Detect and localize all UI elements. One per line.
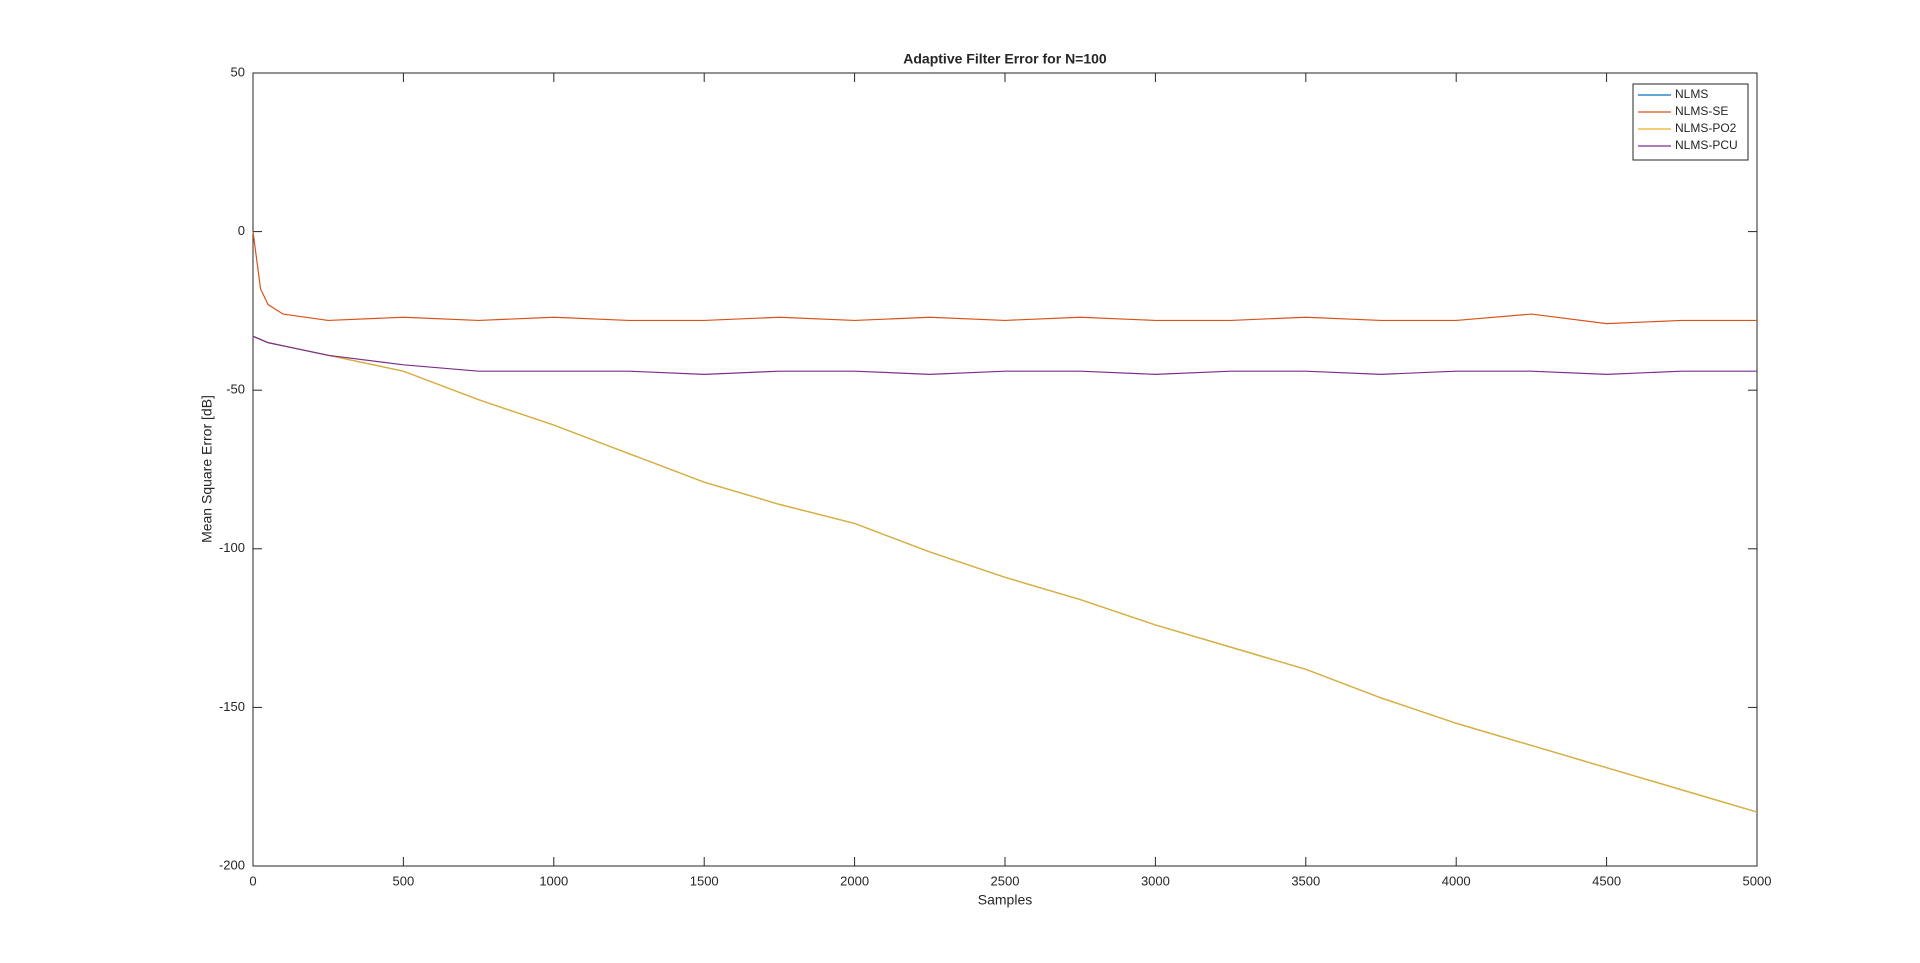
y-tick-label: 50 (231, 64, 245, 79)
series-line (252, 231, 1757, 325)
plot-area (252, 72, 1758, 867)
y-tick-label: -50 (226, 382, 245, 397)
series-line (252, 335, 1757, 375)
legend-label: NLMS-PO2 (1675, 121, 1737, 135)
x-tick-label: 4000 (1442, 873, 1471, 888)
x-tick-label: 1000 (539, 873, 568, 888)
x-axis-label: Samples (978, 892, 1032, 908)
x-tick-label: 500 (393, 873, 415, 888)
x-tick-label: 3000 (1141, 873, 1170, 888)
y-axis-label: Mean Square Error [dB] (199, 395, 215, 543)
x-tick-label: 5000 (1743, 873, 1772, 888)
y-tick-label: -100 (219, 540, 245, 555)
legend-label: NLMS-SE (1675, 104, 1728, 118)
x-tick-label: 4500 (1592, 873, 1621, 888)
legend-label: NLMS-PCU (1675, 138, 1738, 152)
legend-label: NLMS (1675, 87, 1708, 101)
x-tick-label: 2000 (840, 873, 869, 888)
x-tick-label: 3500 (1291, 873, 1320, 888)
y-tick-label: 0 (238, 223, 245, 238)
x-tick-label: 2500 (991, 873, 1020, 888)
y-tick-label: -200 (219, 857, 245, 872)
x-tick-label: 0 (249, 873, 256, 888)
y-tick-label: -150 (219, 699, 245, 714)
x-tick-label: 1500 (690, 873, 719, 888)
legend-box (1632, 83, 1749, 161)
chart-title: Adaptive Filter Error for N=100 (903, 51, 1107, 67)
